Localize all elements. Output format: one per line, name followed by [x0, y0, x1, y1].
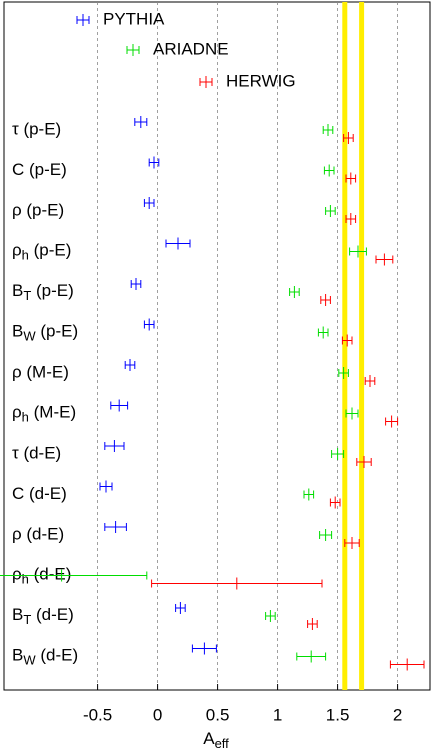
- category-label: ρh (p-E): [12, 241, 71, 263]
- category-label: τ (d-E): [12, 443, 61, 462]
- x-tick-label: 0.5: [206, 705, 230, 724]
- legend-label: ARIADNE: [153, 39, 229, 58]
- x-tick-label: 1: [273, 705, 282, 724]
- category-label: BT (p-E): [12, 281, 74, 303]
- legend-label: HERWIG: [226, 71, 296, 90]
- x-tick-label: 1.5: [326, 705, 350, 724]
- x-tick-label: 2: [393, 705, 402, 724]
- category-label: τ (p-E): [12, 119, 61, 138]
- category-label: ρh (d-E): [12, 565, 71, 587]
- plot-frame: [3, 1, 431, 691]
- category-label: C (d-E): [12, 484, 67, 503]
- category-label: ρh (M-E): [12, 403, 76, 425]
- category-label: ρ (d-E): [12, 524, 64, 543]
- x-axis-label: Aeff: [203, 729, 229, 751]
- category-label: BW (d-E): [12, 646, 78, 668]
- legend-label: PYTHIA: [103, 9, 165, 28]
- category-label: BT (d-E): [12, 605, 74, 627]
- category-label: C (p-E): [12, 160, 67, 179]
- x-tick-label: 0: [153, 705, 162, 724]
- category-label: BW (p-E): [12, 322, 78, 344]
- x-tick-label: -0.5: [83, 705, 112, 724]
- category-label: ρ (M-E): [12, 362, 69, 381]
- category-label: ρ (p-E): [12, 200, 64, 219]
